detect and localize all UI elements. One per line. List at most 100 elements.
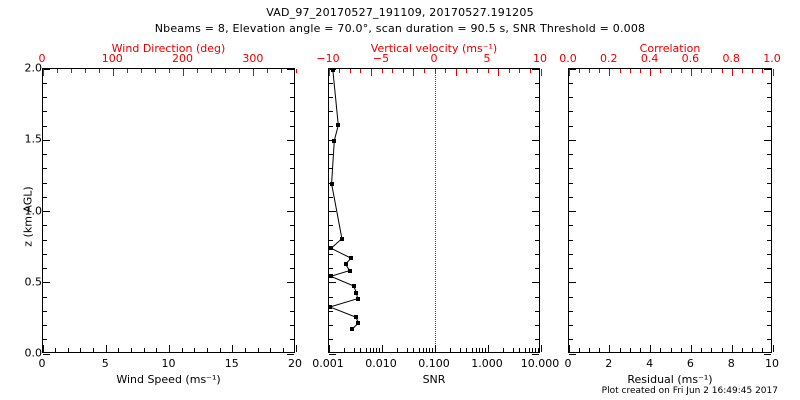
- bottom-axis-tick-mark: [629, 348, 631, 352]
- bottom-axis-tick-mark: [741, 348, 743, 352]
- top-axis-title-vertical-velocity: Vertical velocity (ms⁻¹): [370, 42, 498, 55]
- axis-tick-mark: [287, 353, 294, 355]
- bottom-axis-tick-mark: [471, 348, 473, 352]
- bottom-axis-tick-mark: [690, 345, 692, 352]
- top-axis-tick-mark: [508, 69, 510, 73]
- axis-tick-mark: [767, 168, 771, 170]
- axis-tick-mark: [535, 125, 539, 127]
- axis-tick-mark: [329, 339, 333, 341]
- top-axis-tick-mark: [540, 69, 542, 76]
- bottom-axis-tick-mark: [540, 345, 542, 352]
- top-axis-tick-mark: [402, 69, 404, 73]
- axis-tick-mark: [329, 196, 333, 198]
- data-point: [329, 181, 334, 186]
- bottom-axis-tick-label: 1.000: [471, 357, 503, 370]
- y-axis: z (km AGL) 0.0 0.5 1.0 1.5 2.0: [0, 0, 43, 400]
- data-point: [349, 327, 354, 332]
- bottom-axis-tick-mark: [711, 348, 713, 352]
- bottom-axis-tick-mark: [206, 348, 208, 352]
- data-point: [327, 304, 332, 309]
- top-axis-tick-mark: [328, 69, 330, 76]
- panel-residual-correlation[interactable]: [568, 68, 774, 355]
- panel-wind-speed-direction[interactable]: [42, 68, 297, 355]
- bottom-axis-tick-mark: [80, 348, 82, 352]
- axis-tick-mark: [287, 139, 294, 141]
- top-axis-tick-mark: [519, 69, 521, 73]
- axis-tick-mark: [290, 239, 294, 241]
- axis-tick-mark: [43, 154, 47, 155]
- bottom-axis-tick-mark: [376, 348, 378, 352]
- top-axis-tick-mark: [360, 69, 362, 73]
- top-axis-tick-mark: [650, 69, 652, 76]
- bottom-axis-tick-mark: [450, 348, 452, 352]
- bottom-axis-tick-label: 5: [101, 357, 109, 370]
- axis-tick-mark: [329, 325, 333, 326]
- top-axis-tick-mark: [42, 69, 44, 76]
- plot-title: VAD_97_20170527_191109, 20170527.191205: [266, 6, 534, 19]
- axis-tick-mark: [767, 82, 771, 84]
- data-point: [354, 290, 359, 295]
- bottom-axis-tick-mark: [257, 348, 259, 352]
- data-point: [329, 246, 334, 251]
- top-axis-tick-mark: [670, 69, 672, 73]
- bottom-axis-tick-label: 15: [224, 357, 239, 370]
- axis-tick-mark: [569, 68, 576, 70]
- top-axis-tick-mark: [56, 69, 58, 73]
- axis-tick-mark: [569, 154, 573, 155]
- top-axis-tick-mark: [197, 69, 199, 73]
- bottom-axis-tick-mark: [535, 348, 537, 352]
- top-axis-tick-mark: [721, 69, 723, 73]
- axis-tick-mark: [329, 225, 333, 227]
- bottom-axis-tick-mark: [639, 348, 641, 352]
- axis-tick-mark: [43, 68, 50, 70]
- top-axis-tick-mark: [239, 69, 241, 73]
- bottom-axis-tick-label: 0: [564, 357, 572, 370]
- top-axis-tick-mark: [455, 69, 457, 76]
- panel-snr-vertical-velocity[interactable]: [327, 67, 542, 355]
- axis-tick-mark: [329, 296, 333, 298]
- axis-tick-mark: [767, 125, 771, 127]
- axis-tick-mark: [535, 182, 539, 184]
- axis-tick-mark: [569, 282, 576, 284]
- axis-tick-mark: [290, 111, 294, 113]
- top-axis-tick-mark: [381, 69, 383, 73]
- axis-tick-mark: [290, 168, 294, 170]
- top-axis-title-correlation: Correlation: [639, 42, 701, 55]
- axis-tick-mark: [43, 196, 47, 198]
- axis-tick-mark: [767, 268, 771, 269]
- bottom-axis-tick-mark: [422, 348, 424, 352]
- top-axis-tick-mark: [211, 69, 213, 73]
- top-axis-tick-mark: [762, 69, 764, 73]
- axis-tick-mark: [535, 82, 539, 84]
- top-axis-tick-mark: [98, 69, 100, 73]
- axis-tick-mark: [535, 111, 539, 113]
- top-axis-tick-mark: [70, 69, 72, 73]
- axis-tick-mark: [535, 310, 539, 312]
- axis-tick-mark: [290, 97, 294, 98]
- axis-tick-mark: [43, 339, 47, 341]
- bottom-axis-tick-mark: [373, 348, 375, 352]
- y-axis-tick-label: 1.0: [24, 204, 43, 217]
- axis-tick-mark: [329, 168, 333, 170]
- axis-tick-mark: [532, 211, 539, 212]
- bottom-axis-tick-mark: [434, 345, 436, 352]
- axis-tick-mark: [43, 225, 47, 227]
- top-axis-tick-mark: [529, 69, 531, 73]
- axis-tick-mark: [569, 353, 576, 355]
- axis-tick-mark: [535, 268, 539, 269]
- top-axis-tick-mark: [225, 69, 227, 73]
- axis-tick-mark: [569, 339, 573, 341]
- bottom-axis-tick-mark: [762, 348, 764, 352]
- top-axis-tick-mark: [487, 69, 489, 73]
- data-point: [339, 236, 344, 241]
- axis-tick-mark: [329, 282, 336, 284]
- bottom-axis-tick-mark: [568, 345, 570, 352]
- axis-tick-mark: [535, 97, 539, 98]
- bottom-axis-tick-mark: [181, 348, 183, 352]
- bottom-axis-tick-label: 4: [646, 357, 654, 370]
- top-axis-tick-mark: [772, 69, 774, 76]
- y-axis-tick-label: 0.0: [24, 346, 43, 360]
- axis-tick-mark: [767, 111, 771, 113]
- top-axis-tick-mark: [349, 69, 351, 73]
- top-axis-tick-mark: [466, 69, 468, 73]
